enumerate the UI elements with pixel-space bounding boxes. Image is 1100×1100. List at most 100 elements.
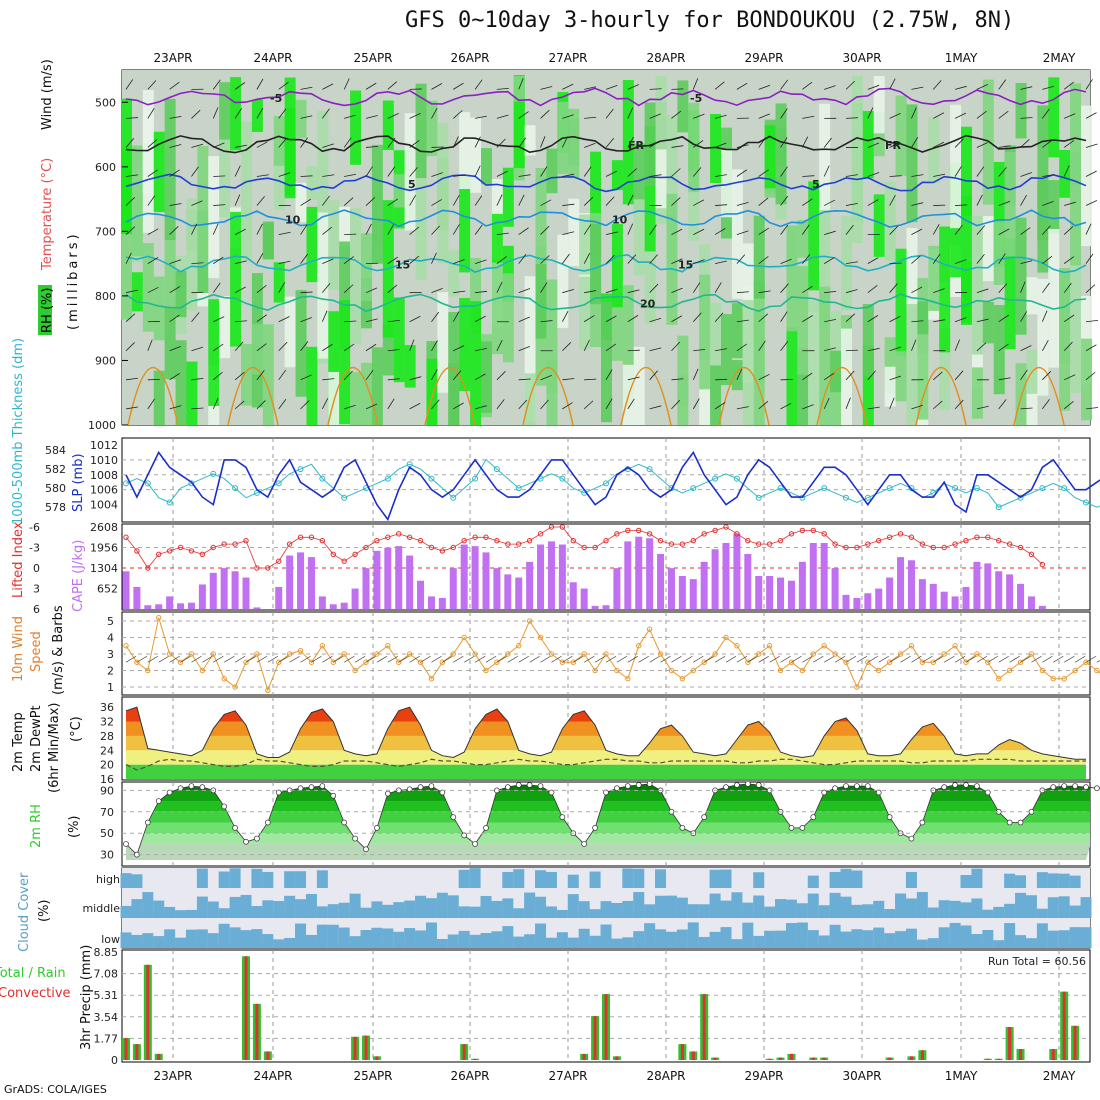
wind-speed-marker (396, 659, 402, 665)
wind-barb (758, 340, 766, 351)
rh-cell (317, 111, 329, 249)
cloud-cell (633, 868, 645, 888)
wind-barb (169, 286, 181, 294)
cape-bar (231, 571, 239, 609)
lifted-index-marker (330, 551, 336, 558)
temperature-line (125, 706, 1086, 760)
wind-barb (453, 290, 466, 294)
lifted-index-marker (646, 531, 653, 537)
rh-cell (219, 139, 231, 217)
wind-barb (627, 168, 638, 177)
wind-barb (780, 402, 792, 410)
wind-barb (431, 83, 443, 90)
wind-barb (125, 313, 136, 323)
date-label-top: 28APR (646, 51, 685, 65)
wind-barb (736, 406, 749, 410)
wind-barb (1020, 139, 1030, 148)
thickness-marker (995, 504, 1002, 511)
rh-marker (254, 835, 260, 842)
cloud-cell (1015, 892, 1027, 918)
wind-barb (169, 373, 180, 381)
rh-cell (841, 328, 852, 425)
wind-barb (823, 257, 835, 264)
surface-wind-barb (594, 655, 606, 663)
rh-cell (328, 371, 340, 425)
surface-wind-barb (900, 655, 911, 663)
rh-cell (633, 346, 645, 425)
wind-barb (780, 283, 789, 293)
cloud-unit-label: (%) (37, 900, 52, 923)
rh-cell (437, 122, 449, 264)
wind-barb (191, 407, 204, 410)
rh-cell (1026, 277, 1038, 315)
wind-speed-marker (712, 651, 718, 657)
lifted-index-marker (516, 541, 522, 547)
wind-barb (387, 223, 395, 235)
wind-barb (736, 254, 746, 264)
precip-convective-bar (1051, 1049, 1055, 1060)
rh-cell (241, 121, 252, 237)
wind-barb (365, 82, 377, 90)
wind-barb (605, 398, 613, 410)
precip-convective-bar (1062, 991, 1066, 1060)
wind-barb (452, 194, 460, 206)
wind-barb (409, 339, 415, 351)
panel-frame-7 (121, 949, 1091, 1063)
cape-bar (384, 547, 392, 609)
wind-barb (256, 196, 265, 206)
cloud-cell (840, 868, 852, 888)
wind-speed-marker (286, 651, 293, 657)
rh-cell (208, 156, 220, 279)
wind-barb (562, 173, 575, 177)
surface-wind-barb (322, 655, 333, 663)
cape-bar (929, 583, 937, 609)
lifted-index-marker (123, 534, 129, 540)
cloud-cell (469, 934, 481, 948)
wind-barb (169, 346, 181, 352)
cloud-cell (360, 907, 372, 918)
rh-cell (251, 99, 263, 133)
wind-barb (802, 254, 811, 264)
surface-wind-barb (845, 655, 857, 663)
wind-barb (584, 86, 596, 90)
cape-bar (798, 561, 806, 609)
wind-barb (584, 116, 597, 119)
wind-barb (234, 260, 247, 265)
rh-cell (928, 245, 940, 311)
cape-bar (558, 544, 566, 609)
wind-barb (889, 283, 898, 293)
cloud-cell (164, 906, 176, 918)
slp-tick: 1010 (90, 454, 118, 467)
thickness-marker (144, 480, 151, 487)
wind-barb (474, 224, 483, 235)
wind-barb (693, 199, 705, 206)
wind-barb (365, 166, 373, 177)
wind-barb (867, 172, 880, 177)
wind-barb (867, 406, 880, 410)
rh-cell (884, 366, 896, 407)
precip-axis-label: 3hr Precip (mm) (79, 945, 94, 1050)
wind-speed-marker (308, 659, 315, 665)
cloud-cell (764, 906, 776, 918)
surface-wind-barb (573, 655, 584, 663)
wind-barb (474, 259, 487, 265)
wind-barb (452, 370, 462, 381)
wind-barb (562, 253, 570, 264)
warm-contour (127, 366, 179, 426)
wind-barb (976, 225, 986, 235)
surface-wind-barb (354, 655, 366, 663)
wind-barb (409, 167, 418, 177)
wind-barb (256, 223, 263, 235)
wind-barb (627, 349, 640, 352)
wind-barb (911, 404, 924, 410)
wind-barb (1063, 401, 1074, 410)
rh-cell (884, 337, 896, 394)
rh-cell (164, 306, 176, 380)
wind-speed-marker (788, 659, 795, 665)
wind-barb (496, 87, 509, 90)
wind-barb (300, 175, 313, 177)
warm-contour (620, 366, 672, 426)
date-label-bottom: 24APR (253, 1069, 292, 1083)
precip-tick: 5.31 (94, 989, 119, 1002)
wind-barb (889, 375, 902, 381)
